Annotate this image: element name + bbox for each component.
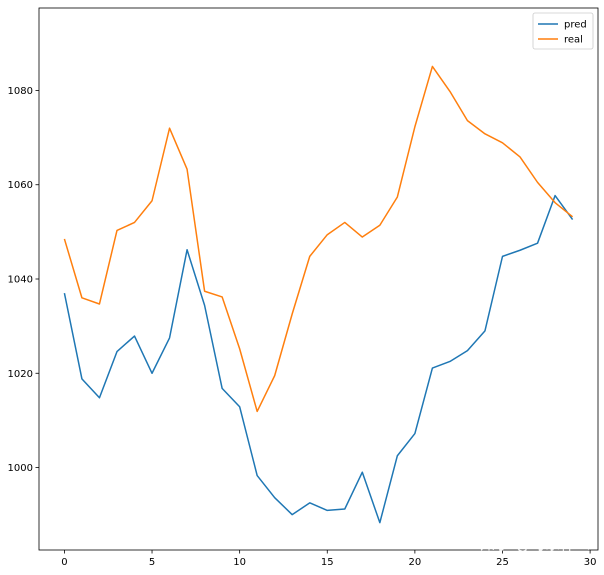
x-tick-label: 5 [149, 557, 155, 568]
legend-box [532, 12, 594, 50]
legend-label-pred: pred [564, 20, 587, 31]
plot-area-background [39, 8, 598, 550]
y-tick-label: 1000 [8, 463, 33, 474]
series-line-real [63, 65, 574, 413]
x-axis: 0 5 10 15 20 25 30 [61, 550, 596, 568]
series-line-pred [63, 194, 574, 524]
x-tick-label: 15 [321, 557, 334, 568]
y-tick-label: 1080 [8, 86, 33, 97]
y-tick-label: 1020 [8, 369, 33, 380]
x-tick-label: 25 [496, 557, 509, 568]
y-axis: 1000 1020 1040 1060 1080 [8, 86, 39, 474]
y-tick-label: 1040 [8, 275, 33, 286]
legend-label-real: real [564, 35, 583, 46]
series-layer [63, 65, 574, 524]
x-tick-label: 0 [61, 557, 67, 568]
x-tick-label: 10 [233, 557, 246, 568]
watermark: 知乎 @马东什么 [480, 535, 590, 553]
x-tick-label: 30 [584, 557, 597, 568]
legend: pred real [532, 12, 594, 50]
x-tick-label: 20 [409, 557, 422, 568]
y-tick-label: 1060 [8, 180, 33, 191]
